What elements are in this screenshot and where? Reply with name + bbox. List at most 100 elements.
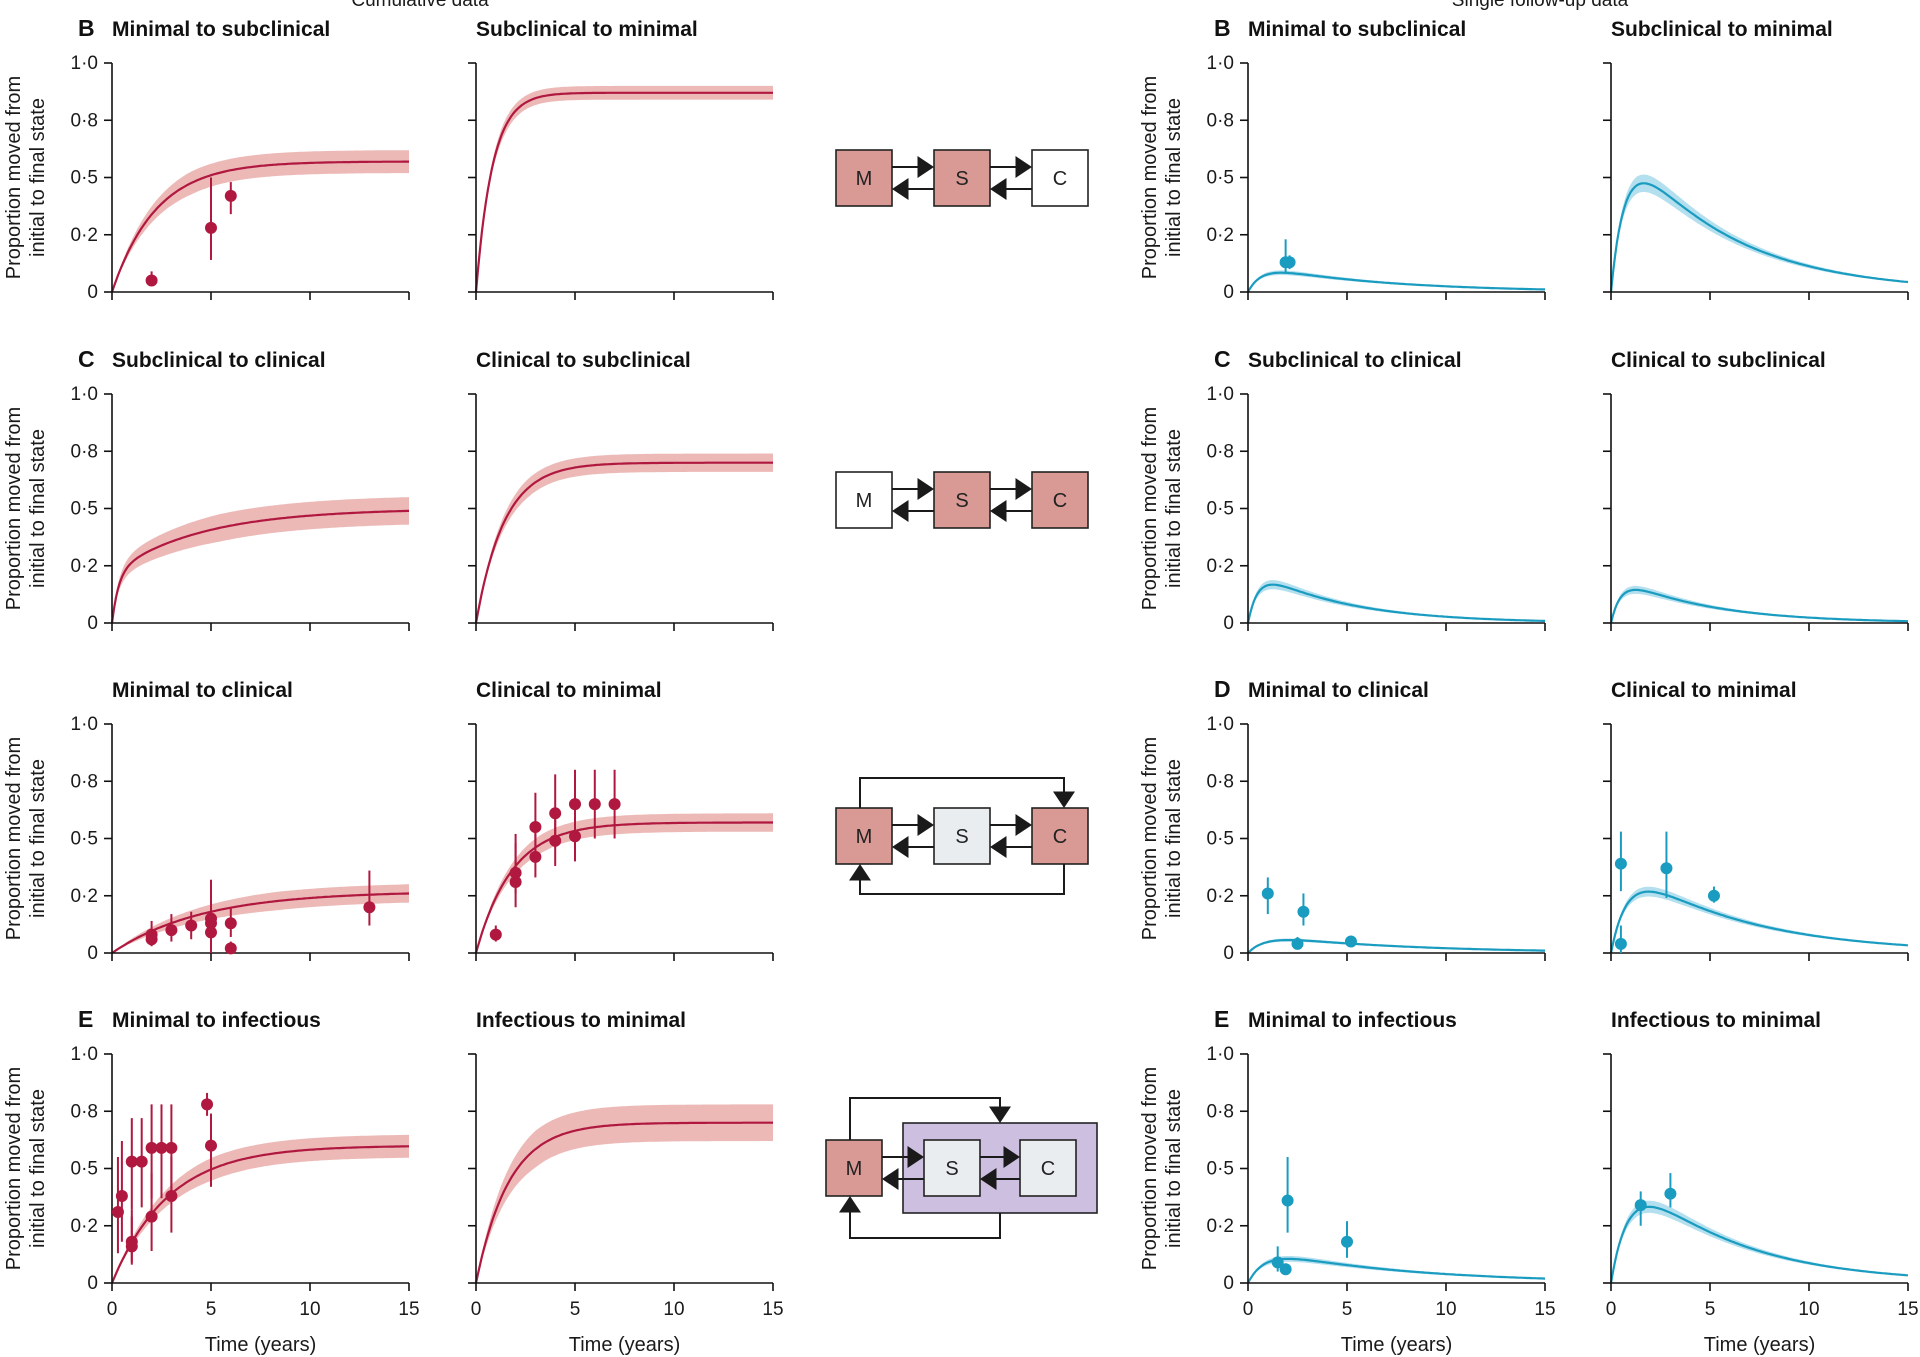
data-point bbox=[115, 1189, 128, 1202]
confidence-band bbox=[1248, 580, 1545, 623]
x-axis-label: Time (years) bbox=[1341, 1334, 1452, 1356]
state-box bbox=[933, 149, 991, 207]
panel-letter: B bbox=[1214, 15, 1231, 41]
state-box bbox=[1031, 149, 1089, 207]
y-tick-label: 0·5 bbox=[71, 499, 98, 520]
chart-title: Subclinical to clinical bbox=[112, 349, 326, 372]
header-left: Cumulative data bbox=[351, 0, 489, 11]
y-tick-label: 0·8 bbox=[71, 110, 98, 131]
data-point bbox=[1614, 937, 1627, 950]
data-point bbox=[1261, 887, 1274, 900]
y-axis-label: Proportion moved from initial to final st… bbox=[1139, 76, 1185, 279]
data-point bbox=[145, 933, 158, 946]
state-box bbox=[1031, 471, 1089, 529]
data-point bbox=[1297, 905, 1310, 918]
data-point bbox=[569, 798, 581, 811]
y-axis-label-line1: Proportion moved from bbox=[3, 76, 25, 279]
model-curve bbox=[1609, 890, 1909, 954]
data-point bbox=[135, 1155, 148, 1168]
data-point bbox=[1279, 1263, 1292, 1276]
arrow-head bbox=[849, 864, 871, 881]
data-point bbox=[529, 850, 542, 863]
y-tick-label: 0·5 bbox=[1207, 1159, 1234, 1180]
chart-title: Minimal to infectious bbox=[1248, 1009, 1457, 1032]
confidence-band bbox=[112, 884, 409, 953]
state-box bbox=[1019, 1139, 1077, 1197]
panel-letter: B bbox=[78, 15, 95, 41]
y-tick-label: 0·2 bbox=[1207, 225, 1234, 246]
y-tick-label: 0 bbox=[87, 1273, 98, 1294]
arrow-head bbox=[1053, 791, 1075, 808]
state-label: M bbox=[856, 826, 873, 848]
x-tick-label: 0 bbox=[107, 1299, 118, 1320]
confidence-band bbox=[112, 497, 409, 623]
y-tick-label: 0·5 bbox=[71, 829, 98, 850]
state-label: S bbox=[945, 1158, 958, 1180]
y-tick-label: 0 bbox=[87, 282, 98, 303]
x-tick-label: 5 bbox=[1342, 1299, 1353, 1320]
panel-letter: C bbox=[1214, 346, 1231, 372]
y-tick-label: 0·5 bbox=[71, 168, 98, 189]
y-axis-label-line1: Proportion moved from bbox=[1139, 1067, 1161, 1270]
data-point bbox=[165, 1189, 178, 1202]
data-point bbox=[1341, 1235, 1353, 1248]
y-tick-label: 0·8 bbox=[1207, 110, 1234, 131]
y-tick-label: 0·2 bbox=[1207, 886, 1234, 907]
y-axis-label: Proportion moved from initial to final st… bbox=[1139, 407, 1185, 610]
arrow-head bbox=[990, 178, 1007, 200]
y-tick-label: 0·8 bbox=[71, 441, 98, 462]
chart-title: Clinical to minimal bbox=[1611, 679, 1797, 702]
arrow-head bbox=[917, 478, 934, 500]
arrow-head bbox=[989, 1106, 1011, 1123]
chart-panel: C Subclinical to clinical Proportion moved… bbox=[1139, 346, 1546, 634]
y-axis-label-line2: initial to final state bbox=[1163, 98, 1185, 257]
data-point bbox=[509, 866, 522, 879]
data-point bbox=[489, 928, 502, 941]
chart-panel: Minimal to clinical Proportion moved from… bbox=[3, 679, 410, 964]
y-tick-label: 0·5 bbox=[1207, 499, 1234, 520]
y-tick-label: 0·8 bbox=[1207, 1101, 1234, 1122]
y-tick-label: 1·0 bbox=[1207, 714, 1234, 735]
y-tick-label: 0·2 bbox=[1207, 556, 1234, 577]
arrow-head bbox=[990, 500, 1007, 522]
confidence-band bbox=[1611, 886, 1908, 953]
y-tick-label: 1·0 bbox=[1207, 1044, 1234, 1065]
y-tick-label: 0·5 bbox=[1207, 168, 1234, 189]
arrow-head bbox=[1015, 478, 1032, 500]
state-label: M bbox=[856, 168, 873, 190]
chart-title: Minimal to infectious bbox=[112, 1009, 321, 1032]
model-curve bbox=[1247, 1257, 1546, 1284]
arrow-head bbox=[892, 500, 909, 522]
confidence-band bbox=[476, 1104, 773, 1283]
x-tick-label: 5 bbox=[570, 1299, 581, 1320]
model-curve bbox=[110, 160, 409, 293]
confidence-band bbox=[1611, 1200, 1908, 1283]
arrow-head bbox=[917, 156, 934, 178]
data-point bbox=[145, 1141, 158, 1154]
state-label: C bbox=[1041, 1158, 1055, 1180]
data-point bbox=[1281, 1194, 1294, 1207]
model-curve bbox=[111, 892, 409, 954]
data-point bbox=[205, 221, 217, 234]
confidence-band bbox=[1611, 585, 1908, 623]
data-point bbox=[1634, 1199, 1647, 1212]
state-label: S bbox=[955, 826, 968, 848]
data-point bbox=[165, 924, 178, 937]
x-axis-label: Time (years) bbox=[205, 1334, 316, 1356]
confidence-band bbox=[476, 85, 773, 293]
y-axis-label: Proportion moved from initial to final st… bbox=[3, 1067, 49, 1270]
x-tick-label: 10 bbox=[299, 1299, 320, 1320]
data-point bbox=[1283, 256, 1296, 269]
chart-panel: Clinical to minimal bbox=[468, 679, 774, 961]
x-tick-label: 15 bbox=[1534, 1299, 1555, 1320]
data-point bbox=[1344, 935, 1357, 948]
x-tick-label: 15 bbox=[1897, 1299, 1918, 1320]
data-point bbox=[588, 798, 601, 811]
chart-panel: E Minimal to infectious Proportion moved f… bbox=[1139, 1006, 1556, 1356]
chart-panel: Clinical to minimal bbox=[1603, 679, 1909, 961]
model-curve bbox=[1609, 1205, 1909, 1284]
state-box bbox=[835, 471, 893, 529]
